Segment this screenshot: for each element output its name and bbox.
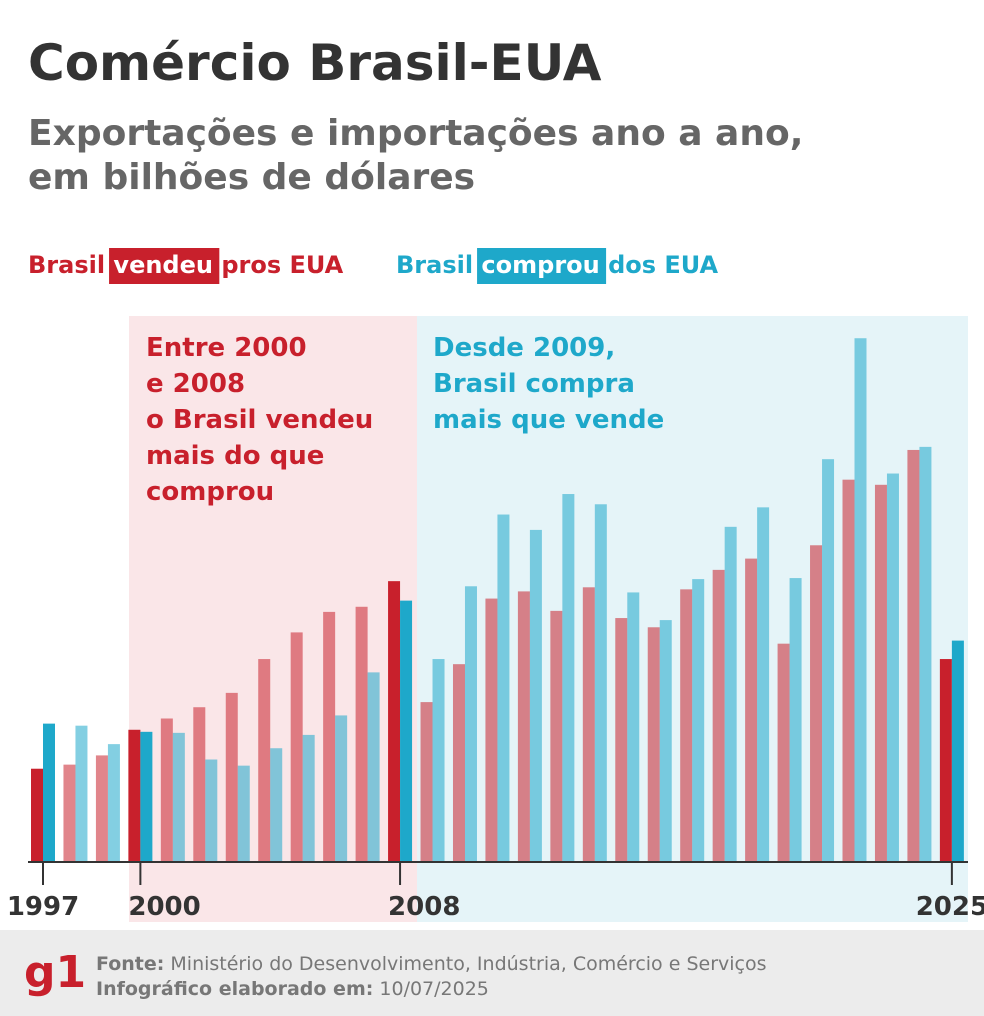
bar: [647, 627, 660, 862]
bar: [63, 764, 76, 862]
bar: [270, 748, 283, 862]
date-text: 10/07/2025: [379, 978, 489, 1000]
bar: [562, 494, 575, 862]
bar: [550, 610, 563, 862]
bar: [237, 765, 250, 862]
legend-word: vendeu: [105, 251, 221, 279]
subtitle: Exportações e importações ano a ano,: [28, 113, 803, 154]
bar: [919, 446, 932, 862]
source: Fonte: Ministério do Desenvolvimento, In…: [96, 953, 767, 975]
bar: [582, 587, 595, 862]
bar: [692, 579, 705, 862]
legend-word: comprou: [473, 251, 608, 279]
bar: [452, 664, 465, 862]
bar: [75, 725, 88, 862]
date-label: Infográfico elaborado em:: [96, 978, 373, 1000]
x-tick-label: 1997: [7, 892, 79, 922]
bar: [517, 591, 530, 862]
subtitle: em bilhões de dólares: [28, 157, 475, 198]
annotation: mais que vende: [433, 405, 664, 435]
legend-highlight: [477, 248, 607, 284]
legend-word: pros EUA: [221, 251, 343, 279]
bar: [172, 732, 185, 862]
bar: [290, 632, 303, 862]
bar: [31, 768, 43, 862]
bar: [302, 734, 315, 862]
bar: [951, 640, 964, 862]
x-tick-label: 2025: [916, 892, 984, 922]
bar: [335, 715, 348, 862]
bar: [777, 643, 790, 862]
bar: [497, 514, 510, 862]
bar: [485, 598, 498, 862]
bar: [810, 545, 823, 862]
bar: [400, 600, 413, 862]
bar: [874, 484, 887, 862]
legend-entry: Brasil vendeu pros EUA: [28, 251, 344, 279]
bar: [757, 507, 770, 862]
bar: [529, 529, 542, 862]
bar: [107, 744, 120, 862]
bar: [822, 459, 835, 862]
annotation: comprou: [146, 477, 274, 507]
bar: [745, 558, 758, 862]
footer: [0, 930, 984, 1016]
bar: [432, 659, 445, 862]
bar: [712, 569, 725, 862]
source-text: Ministério do Desenvolvimento, Indústria…: [170, 953, 766, 975]
legend-entry: Brasil comprou dos EUA: [396, 251, 719, 279]
bar: [594, 504, 607, 862]
bar: [680, 589, 693, 862]
bar: [615, 618, 628, 862]
bar: [886, 473, 899, 862]
legend-highlight: [109, 248, 220, 284]
bar: [258, 659, 271, 862]
annotation: e 2008: [146, 369, 245, 399]
bar: [842, 479, 855, 862]
bar: [627, 592, 640, 862]
bar: [43, 723, 55, 862]
bar: [140, 731, 153, 862]
annotation: o Brasil vendeu: [146, 405, 373, 435]
bar: [160, 718, 173, 862]
legend-word: Brasil: [396, 251, 473, 279]
bar: [724, 526, 737, 862]
bar: [659, 620, 672, 862]
annotation: Brasil compra: [433, 369, 635, 399]
annotation: mais do que: [146, 441, 324, 471]
bar: [854, 338, 867, 863]
date: Infográfico elaborado em: 10/07/2025: [96, 978, 489, 1000]
bar: [789, 578, 802, 862]
bar: [225, 692, 238, 862]
chart-title: Comércio Brasil-EUA: [28, 34, 602, 92]
annotation: Entre 2000: [146, 333, 307, 363]
bar: [205, 759, 218, 862]
annotation: Desde 2009,: [433, 333, 615, 363]
bar: [939, 659, 952, 862]
source-label: Fonte:: [96, 953, 164, 975]
legend-word: Brasil: [28, 251, 105, 279]
bar: [464, 586, 477, 862]
bar: [388, 581, 401, 862]
bar: [193, 707, 206, 862]
bar: [367, 672, 380, 862]
bar: [323, 611, 336, 862]
bar: [420, 702, 433, 862]
x-tick-label: 2000: [128, 892, 200, 922]
logo: g1: [24, 947, 86, 998]
bar: [907, 449, 920, 862]
bar: [355, 606, 368, 862]
bar: [128, 729, 141, 862]
legend-word: dos EUA: [608, 251, 718, 279]
x-tick-label: 2008: [388, 892, 460, 922]
bar: [95, 755, 108, 862]
